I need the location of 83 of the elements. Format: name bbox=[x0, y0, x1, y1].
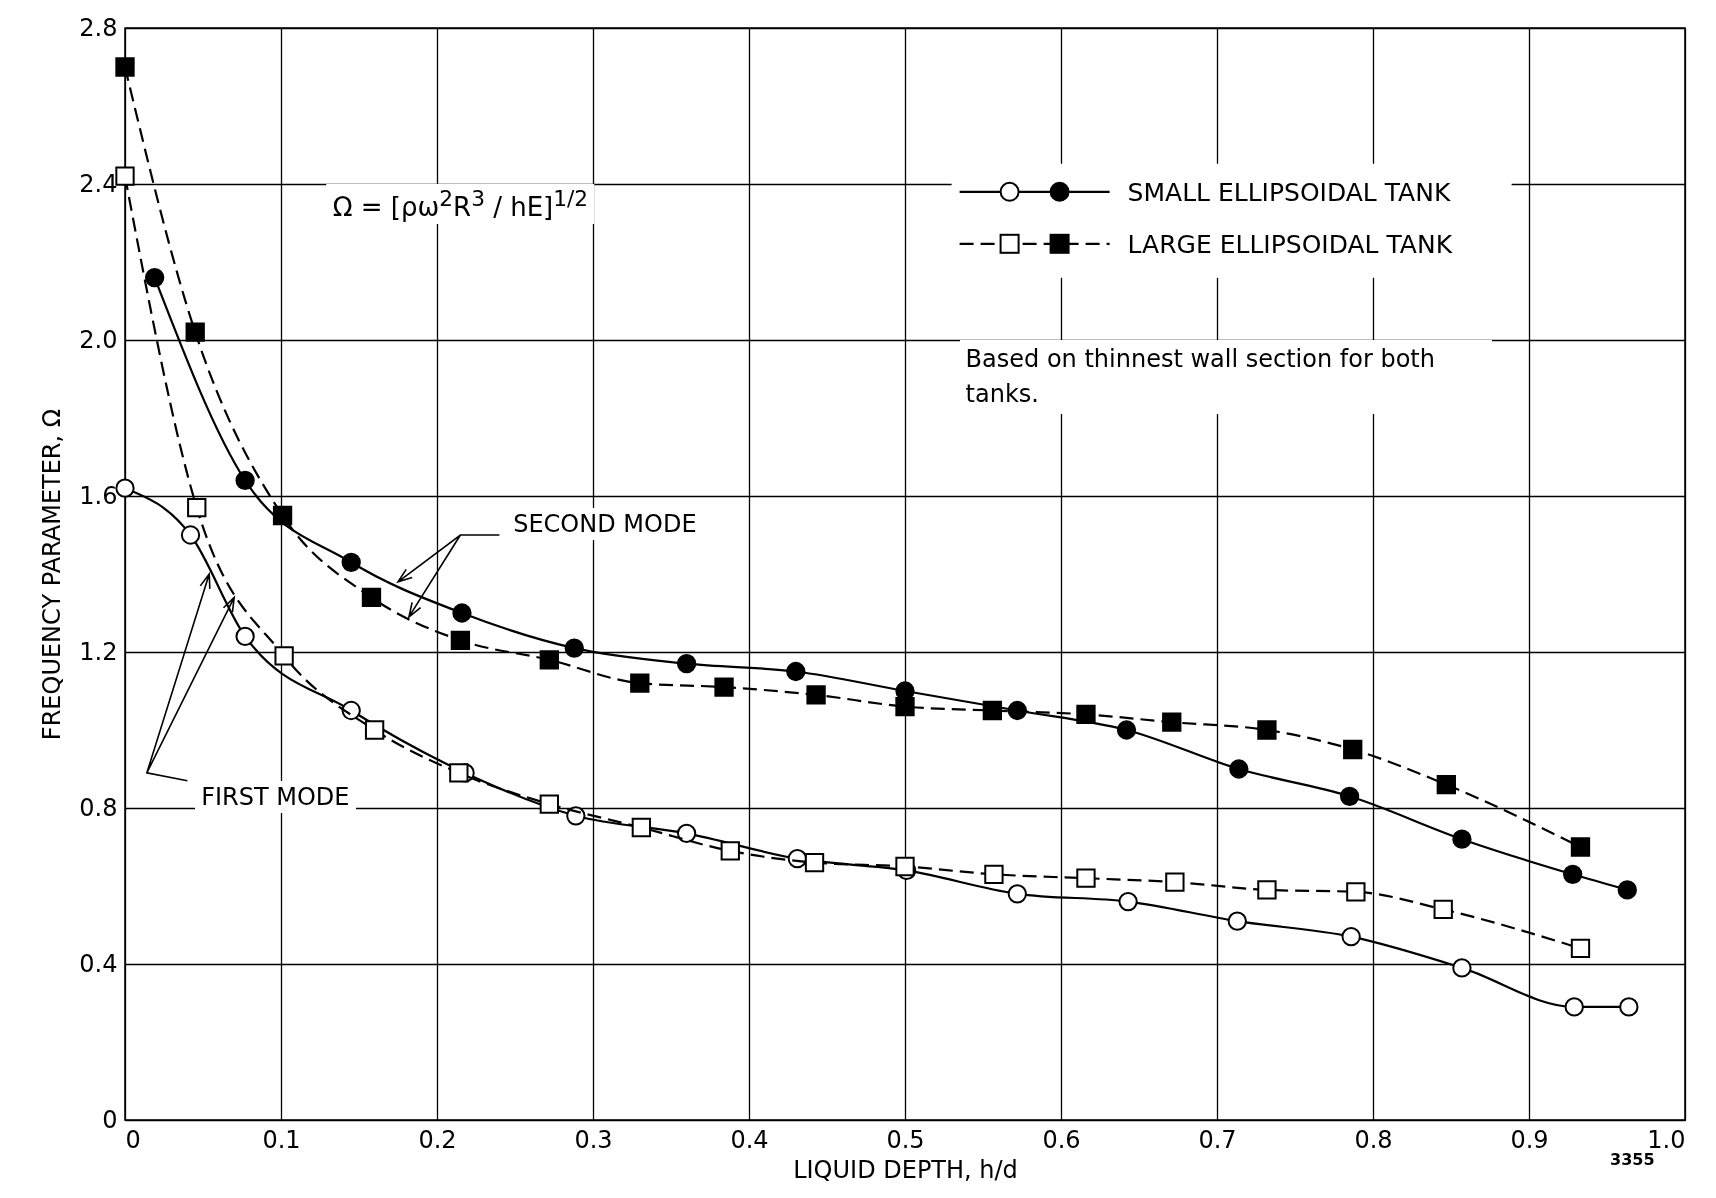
y-tick-label: 0.8 bbox=[79, 793, 118, 822]
point bbox=[1007, 884, 1027, 904]
point bbox=[235, 470, 255, 491]
x-tick-label: 0.1 bbox=[262, 1125, 301, 1154]
point bbox=[982, 700, 1003, 721]
point bbox=[1341, 927, 1361, 947]
y-axis-title: FREQUENCY PARAMETER, Ω bbox=[38, 408, 67, 741]
point bbox=[115, 478, 135, 498]
y-tick-label: 2.8 bbox=[79, 13, 118, 42]
point bbox=[1339, 786, 1360, 806]
point bbox=[272, 505, 293, 526]
point bbox=[1619, 997, 1639, 1017]
point bbox=[1076, 704, 1096, 725]
point bbox=[235, 626, 255, 647]
point bbox=[804, 852, 825, 873]
x-tick-label: 0.2 bbox=[418, 1125, 457, 1154]
x-tick-label: 0.3 bbox=[574, 1125, 613, 1154]
point bbox=[115, 57, 135, 77]
annotation: Ω = [ρω$^{2}$R$^{3}$ / hE]$^{1/2}$ bbox=[326, 184, 595, 224]
point bbox=[1570, 938, 1591, 959]
point bbox=[180, 525, 201, 545]
annotation: FIRST MODE bbox=[195, 780, 356, 813]
annotation: SECOND MODE bbox=[507, 507, 703, 540]
legend-label: SMALL ELLIPSOIDAL TANK bbox=[1127, 177, 1451, 207]
point bbox=[1162, 712, 1182, 732]
x-tick-label: 0 bbox=[125, 1125, 141, 1154]
point bbox=[1564, 997, 1584, 1017]
point bbox=[1257, 720, 1277, 740]
point bbox=[786, 661, 806, 682]
point bbox=[1570, 837, 1591, 857]
x-tick-label: 0.7 bbox=[1198, 1125, 1237, 1154]
point bbox=[1227, 911, 1247, 931]
point bbox=[564, 638, 584, 658]
point bbox=[1346, 882, 1366, 902]
point bbox=[676, 654, 697, 674]
point bbox=[1343, 739, 1363, 760]
point bbox=[115, 166, 135, 186]
y-tick-label: 2.4 bbox=[79, 169, 118, 198]
point bbox=[274, 646, 294, 666]
y-tick-label: 1.6 bbox=[79, 481, 118, 510]
point bbox=[1436, 774, 1456, 795]
point bbox=[1563, 864, 1583, 884]
y-tick-label: 2.0 bbox=[79, 325, 118, 354]
point bbox=[185, 322, 205, 342]
legend-label: LARGE ELLIPSOIDAL TANK bbox=[1127, 229, 1453, 259]
y-tick-label: 0.4 bbox=[79, 949, 118, 978]
point bbox=[1116, 720, 1137, 740]
point bbox=[1452, 958, 1472, 978]
point bbox=[187, 498, 207, 518]
x-tick-label: 0.4 bbox=[730, 1125, 769, 1154]
x-tick-label: 0.9 bbox=[1510, 1125, 1549, 1154]
point bbox=[539, 650, 559, 670]
point bbox=[1257, 880, 1277, 900]
point bbox=[631, 817, 652, 838]
point bbox=[361, 587, 382, 608]
point bbox=[676, 823, 697, 843]
point bbox=[720, 841, 740, 861]
point bbox=[450, 630, 471, 650]
point bbox=[539, 794, 559, 814]
point bbox=[984, 864, 1004, 884]
point bbox=[895, 696, 915, 717]
y-tick-label: 1.2 bbox=[79, 637, 118, 666]
point bbox=[806, 685, 826, 705]
x-tick-label: 0.6 bbox=[1042, 1125, 1081, 1154]
point bbox=[144, 267, 165, 288]
point bbox=[1118, 891, 1138, 912]
point bbox=[341, 552, 361, 572]
point bbox=[364, 720, 385, 740]
y-tick-label: 0 bbox=[102, 1105, 118, 1134]
annotation: Based on thinnest wall section for both tanks. bbox=[959, 340, 1492, 414]
point bbox=[714, 677, 734, 697]
x-tick-label: 0.8 bbox=[1354, 1125, 1393, 1154]
point bbox=[630, 673, 650, 693]
point bbox=[452, 603, 472, 623]
point bbox=[1229, 759, 1249, 779]
x-tick-label: 0.5 bbox=[886, 1125, 925, 1154]
point bbox=[1165, 872, 1185, 892]
point bbox=[1433, 899, 1453, 920]
point bbox=[1452, 829, 1472, 849]
x-axis-title: LIQUID DEPTH, h/d bbox=[793, 1155, 1018, 1184]
point bbox=[1617, 880, 1637, 900]
point bbox=[1076, 868, 1096, 888]
point bbox=[449, 763, 469, 783]
